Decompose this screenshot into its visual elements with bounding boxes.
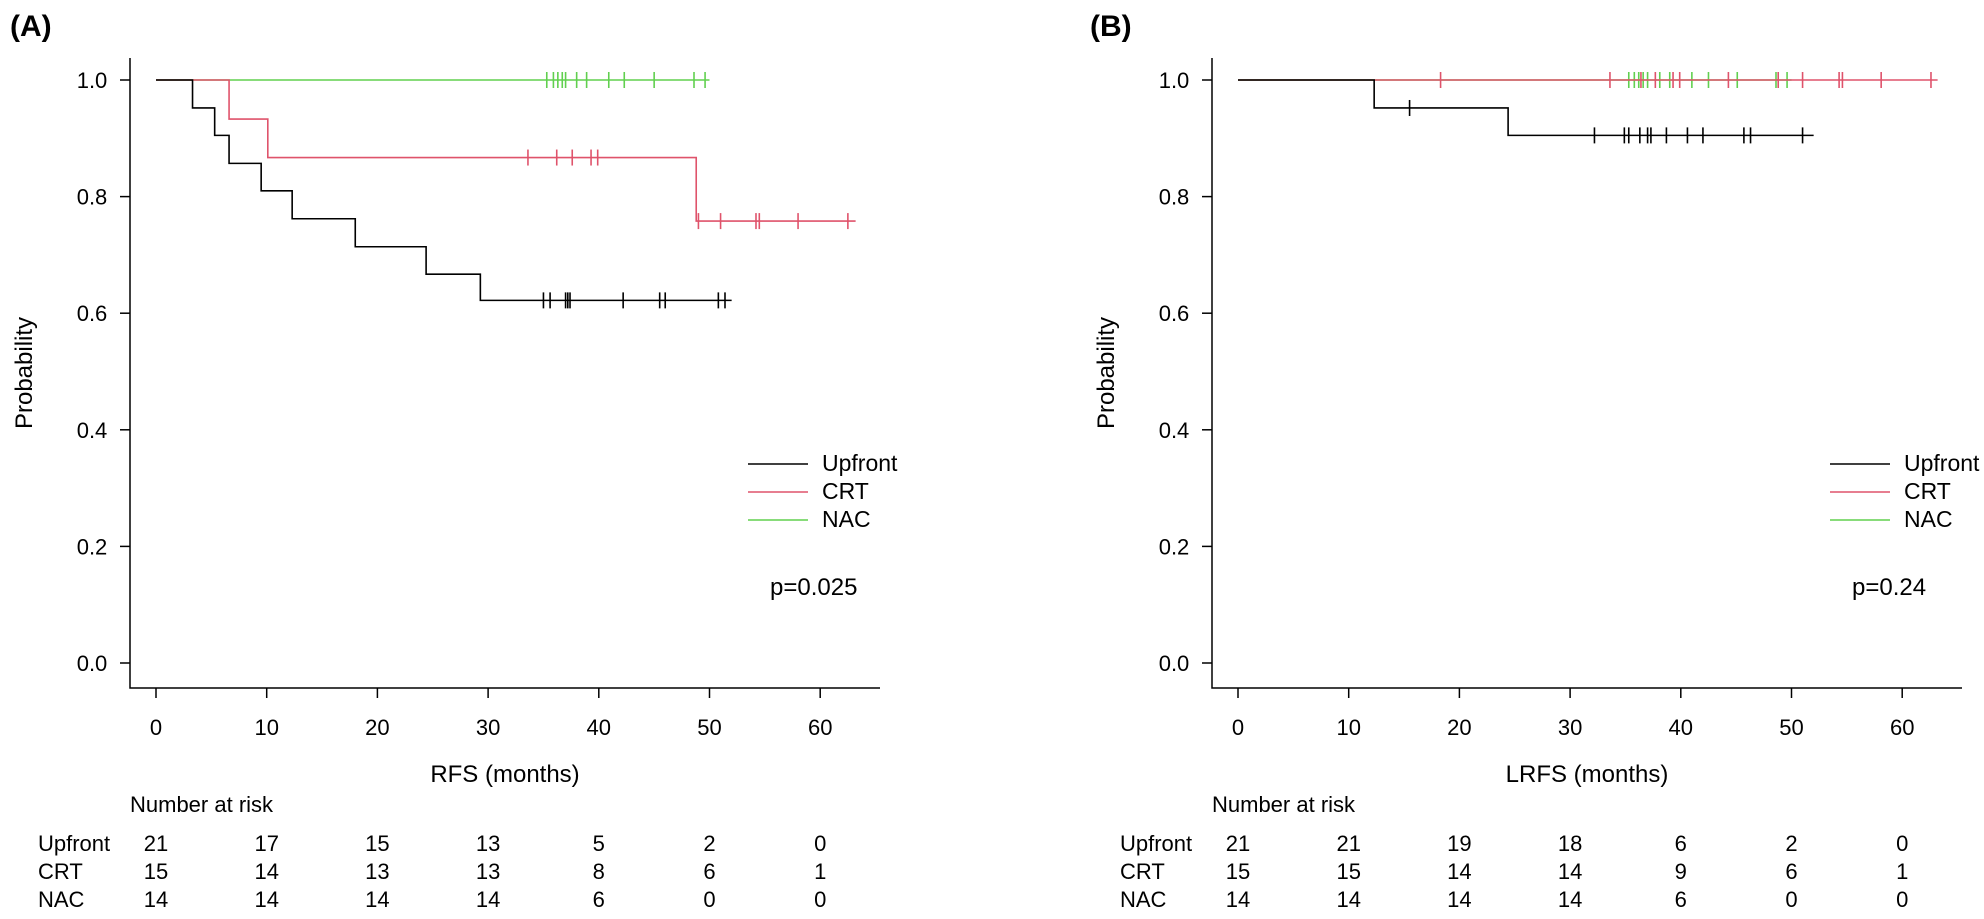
risk-cell: 14 xyxy=(254,887,278,912)
risk-cell: 6 xyxy=(1675,831,1687,856)
risk-cell: 6 xyxy=(703,859,715,884)
y-tick-label: 0.2 xyxy=(77,534,108,559)
axes-frame xyxy=(1211,58,1962,689)
risk-row-label: NAC xyxy=(1120,887,1167,912)
risk-cell: 14 xyxy=(365,887,389,912)
y-tick-label: 0.6 xyxy=(77,301,108,326)
legend-label: Upfront xyxy=(822,450,898,476)
x-tick-label: 20 xyxy=(365,715,389,740)
x-tick-label: 10 xyxy=(254,715,278,740)
risk-cell: 14 xyxy=(1447,887,1471,912)
legend-label: CRT xyxy=(1904,478,1951,504)
x-tick-label: 40 xyxy=(1669,715,1693,740)
x-tick-label: 60 xyxy=(808,715,832,740)
y-tick-label: 0.8 xyxy=(77,185,108,210)
survival-curve-upfront xyxy=(156,79,732,302)
x-tick-label: 10 xyxy=(1336,715,1360,740)
risk-cell: 13 xyxy=(476,859,500,884)
y-tick-label: 0.8 xyxy=(1159,185,1190,210)
risk-cell: 14 xyxy=(254,859,278,884)
survival-curve-upfront xyxy=(1238,79,1814,137)
panel-label: (A) xyxy=(10,10,52,43)
risk-cell: 15 xyxy=(1226,859,1250,884)
risk-row-label: CRT xyxy=(1120,859,1165,884)
risk-cell: 14 xyxy=(1336,887,1360,912)
x-tick-label: 30 xyxy=(1558,715,1582,740)
y-tick-label: 0.0 xyxy=(77,651,108,676)
risk-cell: 18 xyxy=(1558,831,1582,856)
risk-cell: 0 xyxy=(814,831,826,856)
risk-cell: 19 xyxy=(1447,831,1471,856)
risk-cell: 6 xyxy=(1785,859,1797,884)
risk-cell: 21 xyxy=(1226,831,1250,856)
p-value: p=0.025 xyxy=(770,574,857,601)
risk-cell: 17 xyxy=(254,831,278,856)
y-axis-title: Probability xyxy=(11,317,38,429)
risk-cell: 6 xyxy=(593,887,605,912)
risk-cell: 14 xyxy=(1226,887,1250,912)
risk-cell: 8 xyxy=(593,859,605,884)
x-tick-label: 20 xyxy=(1447,715,1471,740)
y-tick-label: 0.0 xyxy=(1159,651,1190,676)
x-tick-label: 50 xyxy=(697,715,721,740)
risk-row-label: NAC xyxy=(38,887,85,912)
risk-cell: 15 xyxy=(1336,859,1360,884)
risk-row-label: CRT xyxy=(38,859,83,884)
y-tick-label: 1.0 xyxy=(77,68,108,93)
y-tick-label: 0.6 xyxy=(1159,301,1190,326)
risk-cell: 2 xyxy=(1785,831,1797,856)
y-tick-label: 0.2 xyxy=(1159,534,1190,559)
risk-cell: 14 xyxy=(1447,859,1471,884)
legend-label: NAC xyxy=(1904,506,1953,532)
survival-curve-crt xyxy=(156,79,856,222)
x-tick-label: 60 xyxy=(1890,715,1914,740)
risk-cell: 21 xyxy=(144,831,168,856)
risk-cell: 21 xyxy=(1336,831,1360,856)
risk-cell: 14 xyxy=(1558,859,1582,884)
legend-label: CRT xyxy=(822,478,869,504)
y-axis-title: Probability xyxy=(1093,317,1120,429)
x-tick-label: 0 xyxy=(150,715,162,740)
risk-cell: 15 xyxy=(365,831,389,856)
risk-table-title: Number at risk xyxy=(1212,792,1356,817)
x-tick-label: 50 xyxy=(1779,715,1803,740)
risk-cell: 13 xyxy=(365,859,389,884)
risk-table-title: Number at risk xyxy=(130,792,274,817)
p-value: p=0.24 xyxy=(1852,574,1926,601)
y-tick-label: 0.4 xyxy=(77,418,108,443)
x-axis-title: RFS (months) xyxy=(430,761,579,788)
risk-cell: 0 xyxy=(703,887,715,912)
risk-cell: 1 xyxy=(814,859,826,884)
x-tick-label: 0 xyxy=(1232,715,1244,740)
x-tick-label: 40 xyxy=(587,715,611,740)
legend-label: Upfront xyxy=(1904,450,1980,476)
risk-cell: 0 xyxy=(814,887,826,912)
risk-cell: 9 xyxy=(1675,859,1687,884)
y-tick-label: 1.0 xyxy=(1159,68,1190,93)
risk-row-label: Upfront xyxy=(38,831,110,856)
risk-cell: 6 xyxy=(1675,887,1687,912)
risk-cell: 0 xyxy=(1896,887,1908,912)
x-axis-title: LRFS (months) xyxy=(1506,761,1669,788)
axes-frame xyxy=(129,58,880,689)
risk-cell: 15 xyxy=(144,859,168,884)
risk-cell: 13 xyxy=(476,831,500,856)
y-tick-label: 0.4 xyxy=(1159,418,1190,443)
risk-cell: 5 xyxy=(593,831,605,856)
risk-cell: 0 xyxy=(1896,831,1908,856)
risk-cell: 2 xyxy=(703,831,715,856)
legend-label: NAC xyxy=(822,506,871,532)
risk-cell: 14 xyxy=(144,887,168,912)
x-tick-label: 30 xyxy=(476,715,500,740)
risk-cell: 0 xyxy=(1785,887,1797,912)
panel-label: (B) xyxy=(1090,10,1132,43)
risk-row-label: Upfront xyxy=(1120,831,1192,856)
risk-cell: 1 xyxy=(1896,859,1908,884)
risk-cell: 14 xyxy=(476,887,500,912)
risk-cell: 14 xyxy=(1558,887,1582,912)
